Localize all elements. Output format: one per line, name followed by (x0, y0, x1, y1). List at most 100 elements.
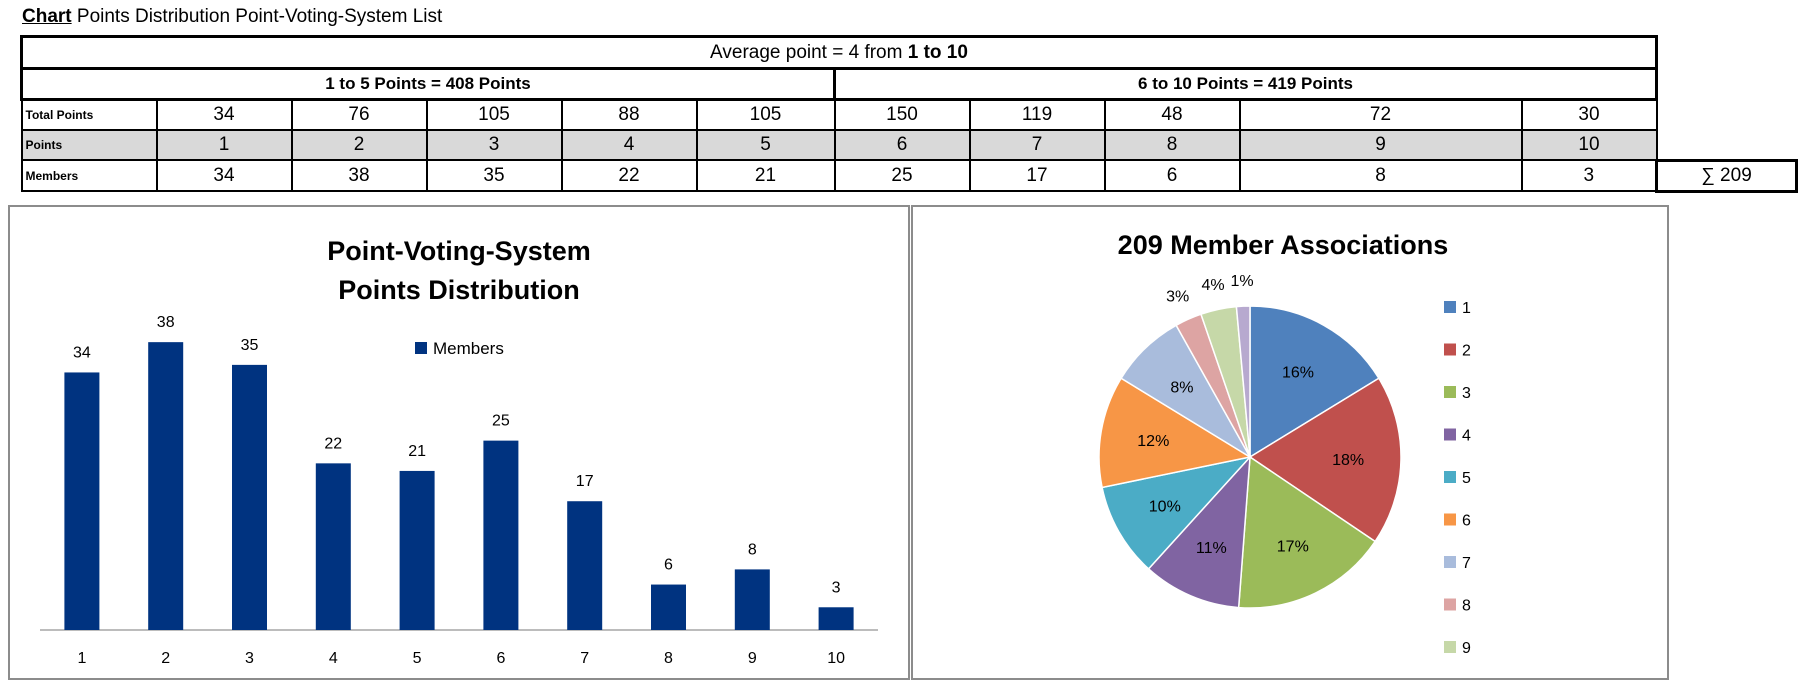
table-cell: 76 (290, 98, 428, 131)
legend-swatch (1444, 386, 1456, 398)
table-cell: 72 (1238, 98, 1523, 131)
table-cell: 34 (155, 98, 293, 131)
x-tick-label: 9 (748, 650, 757, 667)
table-cell: 17 (968, 159, 1106, 192)
table-cell: 10 (1520, 129, 1658, 161)
table-cell: 8 (1103, 129, 1241, 161)
table-cell: 1 (155, 129, 293, 161)
data-label: 6 (664, 557, 673, 574)
data-label: 34 (73, 344, 91, 361)
data-label: 22 (324, 435, 342, 452)
table-cell: 35 (425, 159, 563, 192)
legend-swatch (1444, 471, 1456, 483)
points-row: Points 1 2 3 4 5 6 7 8 9 10 (20, 129, 1797, 161)
table-cell: 6 (833, 129, 971, 161)
slice-label: 18% (1332, 452, 1364, 469)
data-label: 25 (492, 413, 510, 430)
sum-cell: ∑ 209 (1655, 158, 1798, 193)
data-label: 17 (576, 473, 594, 490)
legend-swatch (1444, 343, 1456, 356)
slice-label: 16% (1282, 364, 1314, 381)
table-cell: 3 (1520, 159, 1658, 192)
data-label: 8 (748, 541, 757, 558)
table-cell: 2 (290, 129, 428, 161)
slice-label: 1% (1230, 273, 1253, 290)
slice-label: 12% (1137, 433, 1169, 450)
x-tick-label: 7 (580, 650, 589, 667)
row-label: Total Points (20, 98, 158, 131)
legend-swatch (1444, 598, 1456, 611)
bar (232, 364, 267, 630)
data-label: 35 (241, 337, 259, 354)
blank-cell (1657, 69, 1797, 100)
legend-label: 9 (1462, 640, 1471, 657)
table-cell: 9 (1238, 129, 1523, 161)
chart-subtitle: Points Distribution (338, 275, 579, 305)
legend-swatch (1444, 641, 1456, 653)
table-cell: 105 (695, 98, 836, 131)
range-high-cell: 6 to 10 Points = 419 Points (833, 67, 1658, 101)
bar-chart-panel: Point-Voting-System Points Distribution 34… (8, 205, 910, 680)
x-tick-label: 4 (329, 650, 338, 667)
pie-chart: 209 Member Associations16%18%17%11%10%12… (1098, 230, 1471, 657)
pie-slice (1101, 455, 1253, 570)
average-row: Average point = 4 from 1 to 10 (20, 35, 1797, 70)
blank-cell (1657, 130, 1797, 160)
legend-label: 3 (1462, 385, 1471, 402)
slice-label: 10% (1149, 499, 1181, 516)
legend-label: 6 (1462, 513, 1471, 530)
pie-slice (1248, 377, 1402, 543)
blank-cell (1657, 37, 1797, 69)
bar (148, 342, 184, 630)
x-tick-label: 2 (161, 650, 170, 667)
table-cell: 48 (1103, 98, 1241, 131)
slice-label: 3% (1166, 288, 1189, 305)
pie-slice (1147, 454, 1251, 609)
caption-bold: Chart (22, 6, 72, 27)
legend-swatch (1444, 428, 1456, 441)
legend-swatch (1444, 556, 1456, 568)
table-cell: 4 (560, 129, 698, 161)
legend-label: 7 (1462, 555, 1471, 572)
table-cell: 3 (425, 129, 563, 161)
total-points-row: Total Points 34 76 105 88 105 150 119 48… (20, 98, 1797, 131)
x-tick-label: 5 (413, 650, 422, 667)
chart-title: Point-Voting-System (327, 236, 591, 266)
row-label: Points (20, 129, 158, 161)
bar (651, 584, 686, 630)
legend-swatch (1444, 513, 1456, 526)
average-cell: Average point = 4 from 1 to 10 (20, 35, 1658, 70)
x-tick-label: 1 (77, 650, 86, 667)
legend-swatch (415, 342, 427, 354)
pie-slice (1237, 455, 1377, 609)
table-cell: 119 (968, 98, 1106, 131)
legend-label: Members (433, 339, 504, 358)
legend-swatch (1444, 301, 1456, 313)
legend-label: 8 (1462, 598, 1471, 615)
table-cell: 105 (425, 98, 563, 131)
table-cell: 88 (560, 98, 698, 131)
slice-label: 11% (1196, 540, 1227, 557)
table-cell: 5 (695, 129, 836, 161)
page-caption: Chart Points Distribution Point-Voting-S… (22, 4, 442, 30)
table-cell: 8 (1238, 159, 1523, 192)
legend-label: 4 (1462, 428, 1471, 445)
table-cell: 34 (155, 159, 293, 192)
row-label: Members (20, 159, 158, 192)
x-tick-label: 3 (245, 650, 254, 667)
table-cell: 6 (1103, 159, 1241, 192)
legend-label: 5 (1462, 470, 1471, 487)
slice-label: 4% (1201, 277, 1224, 294)
legend-label: 2 (1462, 343, 1471, 360)
table-cell: 21 (695, 159, 836, 192)
pie-slice (1235, 305, 1251, 458)
bar (64, 372, 100, 630)
members-row: Members 34 38 35 22 21 25 17 6 8 3 ∑ 209 (20, 158, 1798, 193)
bar (483, 440, 519, 630)
table-cell: 30 (1520, 98, 1658, 131)
pie-slice (1098, 377, 1253, 489)
range-low-cell: 1 to 5 Points = 408 Points (20, 67, 836, 101)
data-label: 3 (832, 579, 841, 596)
table-cell: 38 (290, 159, 428, 192)
table-cell: 25 (833, 159, 971, 192)
